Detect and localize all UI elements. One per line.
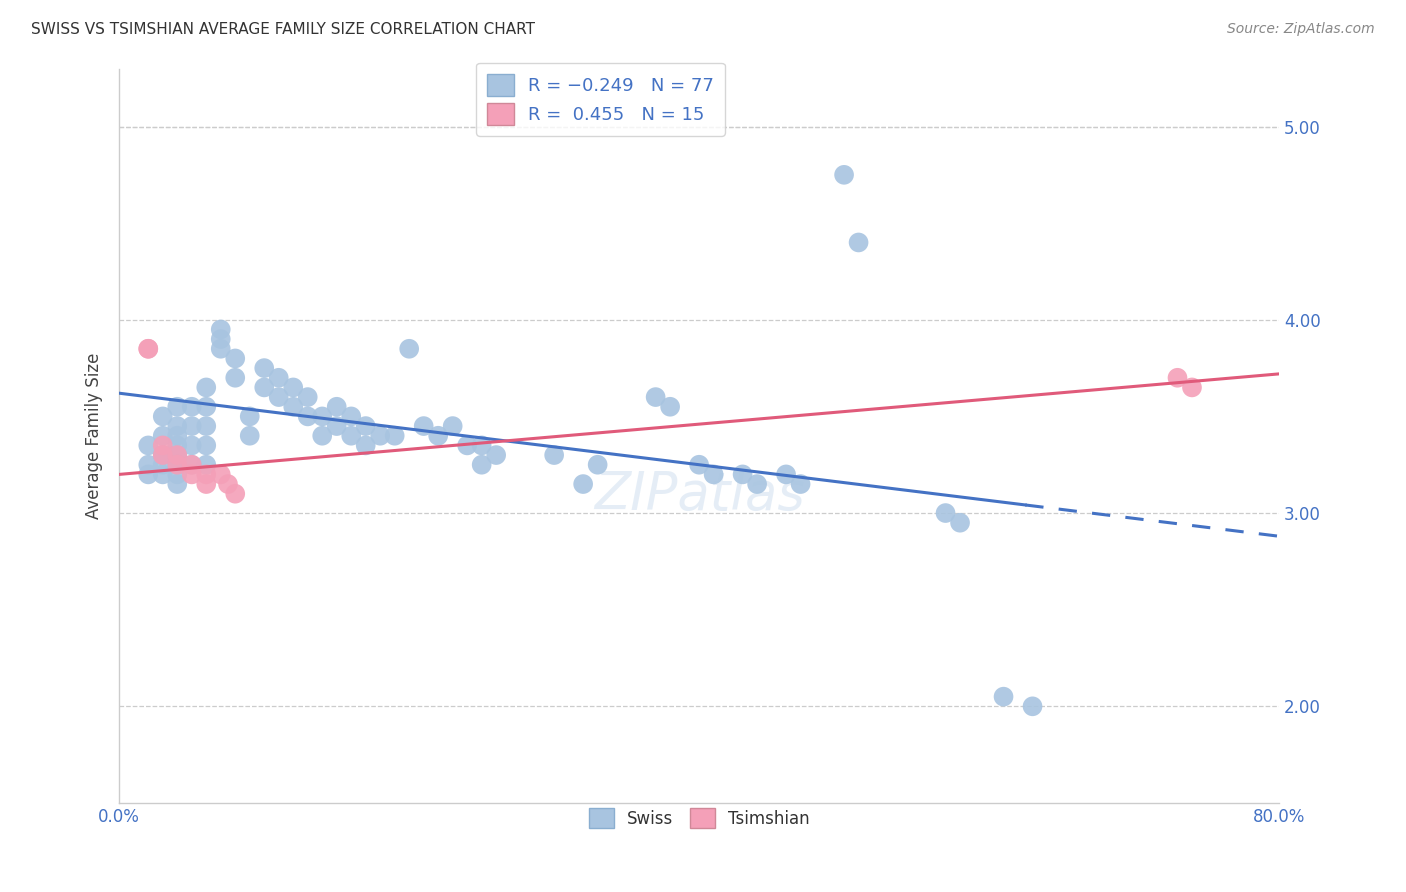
Point [180, 419, 202, 434]
Point [152, 448, 174, 462]
Point [166, 458, 188, 472]
Point [209, 467, 232, 482]
Point [1166, 370, 1188, 384]
Point [166, 477, 188, 491]
Point [543, 448, 565, 462]
Point [195, 458, 218, 472]
Text: ZIPatlas: ZIPatlas [593, 468, 804, 521]
Point [789, 477, 811, 491]
Point [239, 428, 262, 442]
Point [224, 351, 246, 366]
Point [239, 409, 262, 424]
Point [166, 448, 188, 462]
Point [267, 390, 290, 404]
Point [180, 467, 202, 482]
Point [166, 419, 188, 434]
Point [354, 438, 377, 452]
Y-axis label: Average Family Size: Average Family Size [86, 352, 103, 519]
Point [166, 400, 188, 414]
Point [368, 428, 391, 442]
Point [586, 458, 609, 472]
Point [195, 438, 218, 452]
Point [659, 400, 682, 414]
Point [832, 168, 855, 182]
Point [166, 448, 188, 462]
Point [297, 390, 319, 404]
Point [152, 448, 174, 462]
Point [340, 409, 363, 424]
Point [217, 477, 239, 491]
Point [152, 409, 174, 424]
Point [195, 477, 218, 491]
Point [384, 428, 406, 442]
Point [731, 467, 754, 482]
Point [1021, 699, 1043, 714]
Point [224, 370, 246, 384]
Point [136, 438, 159, 452]
Point [209, 342, 232, 356]
Point [993, 690, 1015, 704]
Point [209, 332, 232, 346]
Point [152, 467, 174, 482]
Point [688, 458, 710, 472]
Point [325, 400, 347, 414]
Point [166, 448, 188, 462]
Point [180, 438, 202, 452]
Point [644, 390, 666, 404]
Point [152, 438, 174, 452]
Point [195, 467, 218, 482]
Point [775, 467, 797, 482]
Point [485, 448, 508, 462]
Point [471, 438, 494, 452]
Legend: Swiss, Tsimshian: Swiss, Tsimshian [582, 801, 817, 835]
Point [297, 409, 319, 424]
Point [166, 428, 188, 442]
Point [471, 458, 494, 472]
Point [152, 458, 174, 472]
Point [441, 419, 464, 434]
Point [253, 361, 276, 376]
Point [166, 438, 188, 452]
Text: Source: ZipAtlas.com: Source: ZipAtlas.com [1227, 22, 1375, 37]
Point [136, 342, 159, 356]
Point [136, 342, 159, 356]
Point [152, 428, 174, 442]
Point [166, 458, 188, 472]
Point [311, 409, 333, 424]
Point [572, 477, 595, 491]
Point [745, 477, 768, 491]
Point [283, 380, 305, 394]
Point [456, 438, 478, 452]
Point [195, 380, 218, 394]
Point [1181, 380, 1204, 394]
Point [848, 235, 870, 250]
Point [195, 400, 218, 414]
Point [224, 486, 246, 500]
Point [180, 458, 202, 472]
Point [136, 467, 159, 482]
Point [949, 516, 972, 530]
Point [253, 380, 276, 394]
Point [935, 506, 957, 520]
Point [283, 400, 305, 414]
Point [340, 428, 363, 442]
Text: SWISS VS TSIMSHIAN AVERAGE FAMILY SIZE CORRELATION CHART: SWISS VS TSIMSHIAN AVERAGE FAMILY SIZE C… [31, 22, 534, 37]
Point [325, 419, 347, 434]
Point [195, 419, 218, 434]
Point [166, 467, 188, 482]
Point [267, 370, 290, 384]
Point [412, 419, 434, 434]
Point [180, 458, 202, 472]
Point [136, 458, 159, 472]
Point [311, 428, 333, 442]
Point [354, 419, 377, 434]
Point [398, 342, 420, 356]
Point [427, 428, 450, 442]
Point [209, 322, 232, 336]
Point [152, 448, 174, 462]
Point [703, 467, 725, 482]
Point [180, 400, 202, 414]
